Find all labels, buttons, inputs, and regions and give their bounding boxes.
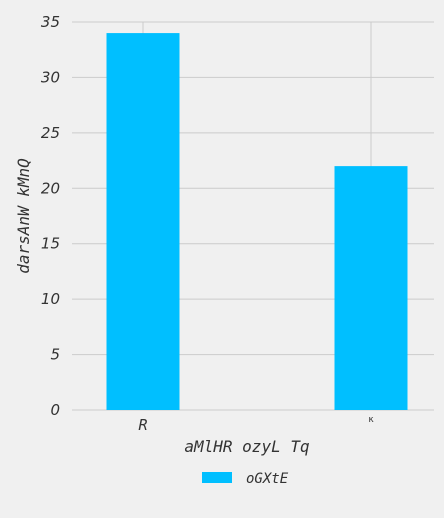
y-tick-label: 5 — [50, 346, 60, 364]
legend-label: oGXtE — [246, 471, 289, 487]
legend-swatch — [202, 472, 232, 483]
y-tick-labels: 0 5 10 15 20 25 30 35 — [41, 13, 60, 419]
y-tick-label: 0 — [50, 401, 60, 419]
legend: oGXtE — [202, 471, 289, 487]
y-tick-label: 15 — [41, 235, 60, 253]
x-tick-label: R — [138, 416, 147, 434]
bar — [106, 33, 180, 410]
x-axis-label: aMlHR ozyL Tq — [184, 437, 309, 456]
y-tick-label: 10 — [41, 290, 60, 308]
y-axis-label: darsAnW kMnQ — [14, 158, 33, 274]
y-tick-label: 25 — [41, 124, 60, 142]
bars — [106, 33, 408, 410]
bar — [334, 166, 408, 410]
y-tick-label: 35 — [41, 13, 60, 31]
x-tick-label: ĸ — [368, 415, 374, 425]
y-tick-label: 20 — [41, 179, 60, 197]
y-tick-label: 30 — [41, 68, 60, 86]
